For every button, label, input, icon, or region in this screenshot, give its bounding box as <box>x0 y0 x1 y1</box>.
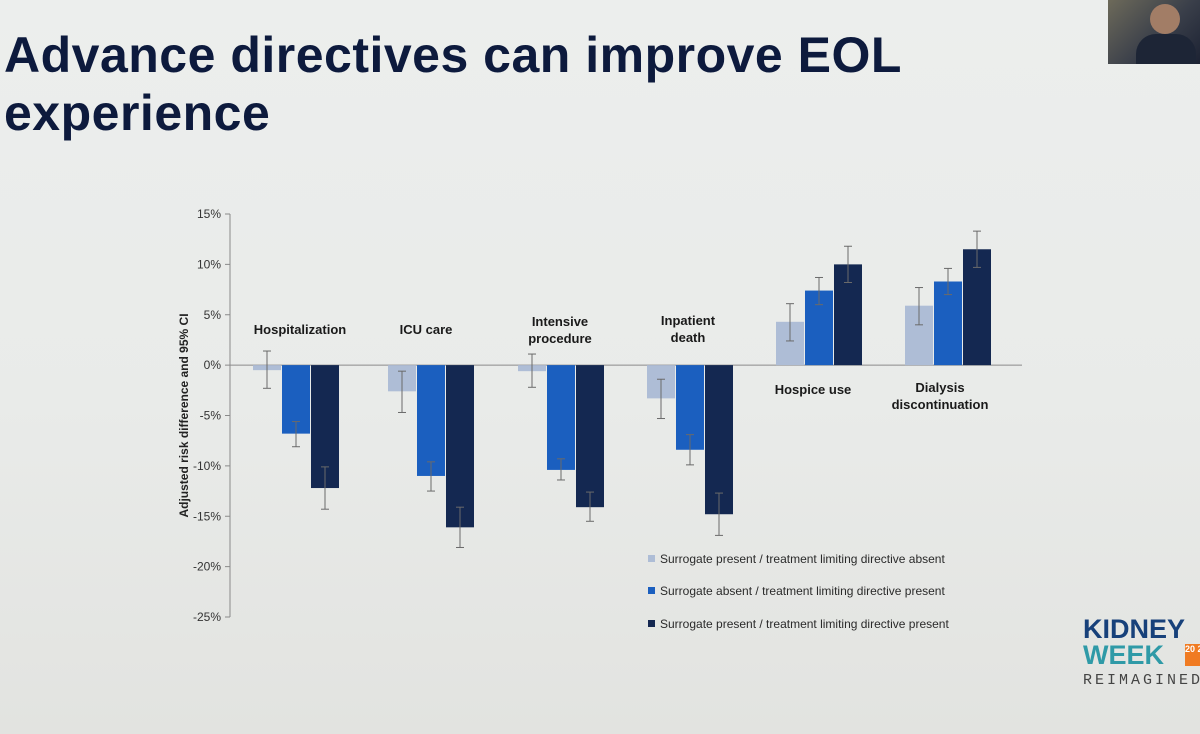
legend-swatch <box>648 587 655 594</box>
bar <box>576 365 604 508</box>
presenter-head <box>1150 4 1180 34</box>
video-thumbnail <box>1108 0 1200 64</box>
category-label: Hospice use <box>775 382 852 397</box>
y-tick-label: -15% <box>193 509 221 523</box>
category-label: death <box>671 330 706 345</box>
category-label: ICU care <box>400 322 453 337</box>
logo-text-reimagined: REIMAGINED <box>1083 672 1200 689</box>
y-axis-title: Adjusted risk difference and 95% CI <box>177 313 191 517</box>
legend-swatch <box>648 620 655 627</box>
y-tick-label: -10% <box>193 459 221 473</box>
presenter-body <box>1136 34 1196 64</box>
bar <box>446 365 474 528</box>
logo-year-badge: 20 20 <box>1185 644 1200 666</box>
category-label: Inpatient <box>661 313 716 328</box>
bar <box>547 365 575 470</box>
logo-text-kidney: KIDNEY <box>1083 616 1186 644</box>
kidney-week-logo: KIDNEY WEEK 20 20 REIMAGINED <box>1083 616 1200 700</box>
y-tick-label: -25% <box>193 610 221 624</box>
category-label: Hospitalization <box>254 322 347 337</box>
y-tick-label: 15% <box>197 207 221 221</box>
bar <box>705 365 733 515</box>
category-label: Dialysis <box>915 380 964 395</box>
y-tick-label: -20% <box>193 560 221 574</box>
logo-text-week: WEEK <box>1083 640 1164 670</box>
category-label: procedure <box>528 331 592 346</box>
y-tick-label: 5% <box>204 308 222 322</box>
category-label: discontinuation <box>892 397 989 412</box>
legend-label: Surrogate absent / treatment limiting di… <box>660 584 945 598</box>
slide-title: Advance directives can improve EOL exper… <box>4 27 902 141</box>
y-tick-label: -5% <box>200 409 222 423</box>
bar <box>963 249 991 366</box>
y-tick-label: 10% <box>197 257 221 271</box>
legend-label: Surrogate present / treatment limiting d… <box>660 617 949 631</box>
category-label: Intensive <box>532 314 588 329</box>
y-tick-label: 0% <box>204 358 222 372</box>
bar <box>417 365 445 476</box>
legend-label: Surrogate present / treatment limiting d… <box>660 552 945 566</box>
bar <box>934 281 962 366</box>
legend-swatch <box>648 555 655 562</box>
